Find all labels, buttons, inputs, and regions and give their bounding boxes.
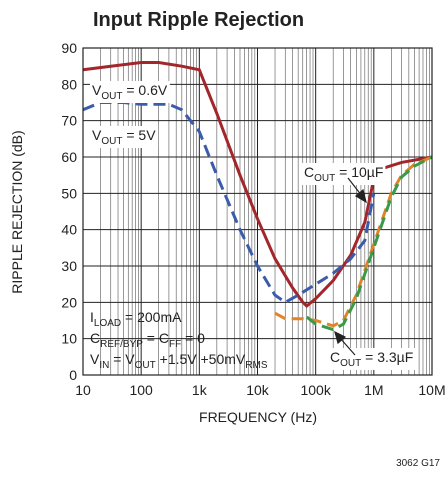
x-tick-label: 100k [300, 382, 331, 398]
y-tick-label: 40 [61, 222, 77, 238]
y-axis-label: RIPPLE REJECTION (dB) [9, 130, 25, 293]
annotation-background [90, 81, 170, 103]
x-tick-label: 100 [129, 382, 153, 398]
annotation-text: = 200mA [121, 309, 182, 325]
annotation-subscript: FF [169, 339, 181, 350]
annotation-text: = 3.3µF [361, 349, 413, 365]
y-tick-label: 90 [61, 40, 77, 56]
annotation-subscript: OUT [101, 136, 122, 147]
annotation-text: = 0.6V [122, 82, 167, 98]
x-tick-label: 1M [364, 382, 383, 398]
series-line [305, 155, 433, 332]
x-tick-label: 10M [418, 382, 445, 398]
x-axis-label: FREQUENCY (Hz) [199, 409, 317, 425]
annotation-text: V [90, 351, 100, 367]
y-tick-label: 70 [61, 113, 77, 129]
y-tick-label: 50 [61, 185, 77, 201]
annotation-subscript: LOAD [94, 318, 121, 329]
annotation-text: = 10µF [335, 164, 383, 180]
annotation-text: +1.5V +50mV [156, 351, 246, 367]
annotation-text: C [90, 330, 100, 346]
annotation-background [90, 126, 159, 148]
annotation-subscript: OUT [101, 91, 122, 102]
chart-title: Input Ripple Rejection [93, 9, 304, 31]
plot-frame [82, 47, 433, 376]
annotation-subscript: OUT [314, 173, 335, 184]
series-line [274, 155, 433, 328]
y-tick-label: 0 [69, 367, 77, 383]
annotation-text: C [304, 164, 314, 180]
series-line [82, 101, 376, 305]
annotation-background [328, 348, 416, 370]
annotation-subscript: RMS [245, 360, 268, 371]
annotation-text: I [90, 309, 94, 325]
arrows [334, 177, 367, 356]
annotation-subscript: IN [99, 360, 109, 371]
series-line [82, 61, 433, 308]
x-tick-label: 10 [75, 382, 91, 398]
annotation-text: = 5V [122, 127, 156, 143]
y-tick-label: 60 [61, 149, 77, 165]
annotation: ILOAD = 200mA [90, 309, 182, 329]
annotation-text: = V [109, 351, 135, 367]
x-tick-label: 1k [192, 382, 208, 398]
y-tick-label: 20 [61, 294, 77, 310]
annotation-text: V [92, 82, 102, 98]
annotation: VOUT = 5V [92, 127, 156, 147]
annotation: VOUT = 0.6V [92, 82, 168, 102]
y-tick-label: 10 [61, 331, 77, 347]
annotation-background [302, 163, 386, 185]
annotation-text: V [92, 127, 102, 143]
annotation: CREF/BYP = CFF = 0 [90, 330, 205, 350]
x-tick-label: 10k [246, 382, 270, 398]
annotation-subscript: REF/BYP [100, 339, 143, 350]
annotation-text: C [330, 349, 340, 365]
annotation-subscript: OUT [135, 360, 156, 371]
footnote: 3062 G17 [396, 458, 440, 469]
annotation-text: = C [143, 330, 169, 346]
annotation: VIN = VOUT +1.5V +50mVRMS [90, 351, 268, 371]
annotation-text: = 0 [181, 330, 205, 346]
annotation-subscript: OUT [340, 358, 361, 369]
annotation: COUT = 10µF [304, 164, 383, 184]
y-tick-label: 30 [61, 258, 77, 274]
annotation: COUT = 3.3µF [330, 349, 413, 369]
y-tick-label: 80 [61, 76, 77, 92]
